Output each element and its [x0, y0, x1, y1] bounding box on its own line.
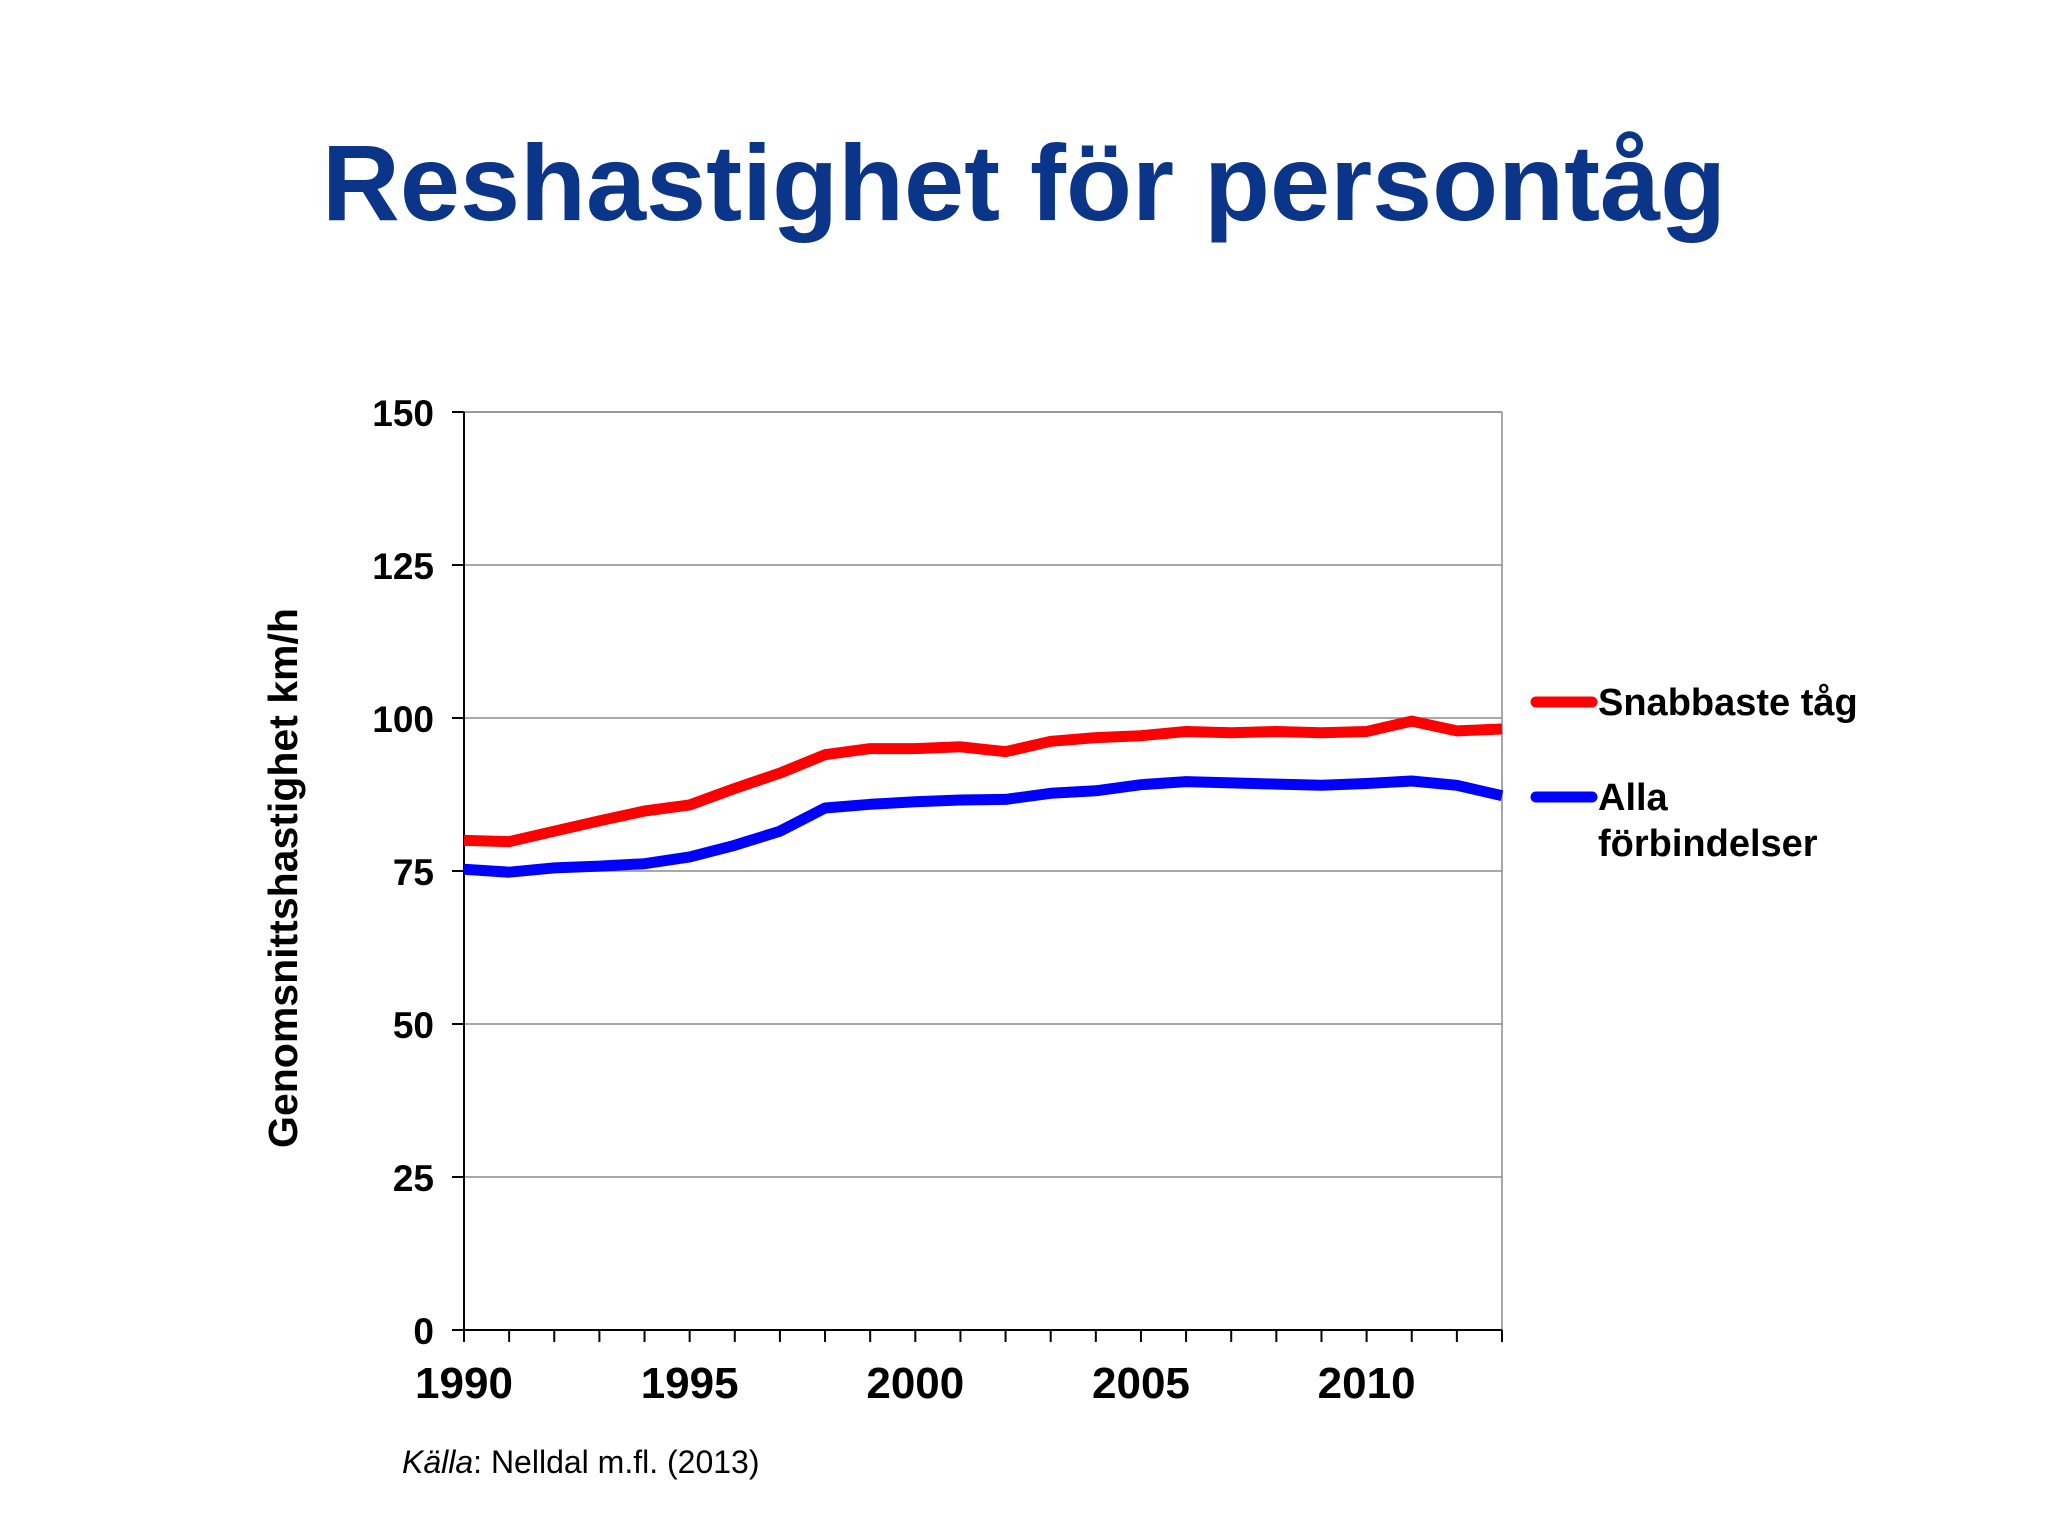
series-lines — [463, 715, 1504, 878]
series-line-2 — [463, 775, 1504, 878]
x-tick-label-2000: 2000 — [866, 1359, 964, 1408]
legend-label-1: Snabbaste tåg — [1598, 682, 1858, 724]
y-tick-label-50: 50 — [393, 1005, 434, 1046]
y-tick-label-100: 100 — [372, 699, 434, 740]
source-text: : Nelldal m.fl. (2013) — [473, 1444, 760, 1480]
y-tick-label-125: 125 — [372, 546, 434, 587]
page-title: Reshastighet för persontåg — [321, 122, 1727, 243]
source-note: Källa: Nelldal m.fl. (2013) — [402, 1444, 759, 1481]
legend-label-2-line-1: Alla — [1598, 777, 1669, 819]
y-axis-ticks: 0 25 50 75 100 125 150 — [372, 393, 464, 1352]
x-tick-label-2005: 2005 — [1092, 1359, 1190, 1408]
series-line-1 — [463, 715, 1503, 848]
y-tick-label-150: 150 — [372, 393, 434, 434]
x-tick-label-1995: 1995 — [641, 1359, 739, 1408]
x-tick-label-2010: 2010 — [1318, 1359, 1416, 1408]
legend-label-2-line-2: förbindelser — [1598, 823, 1818, 865]
y-axis-label: Genomsnittshastighet km/h — [260, 608, 306, 1148]
y-tick-label-25: 25 — [393, 1158, 434, 1199]
x-axis-ticks: 1990 1995 2000 2005 2010 — [415, 1330, 1503, 1408]
y-tick-label-0: 0 — [413, 1311, 434, 1352]
y-tick-label-75: 75 — [393, 852, 434, 893]
source-label: Källa — [402, 1444, 474, 1480]
x-tick-label-1990: 1990 — [415, 1359, 513, 1408]
